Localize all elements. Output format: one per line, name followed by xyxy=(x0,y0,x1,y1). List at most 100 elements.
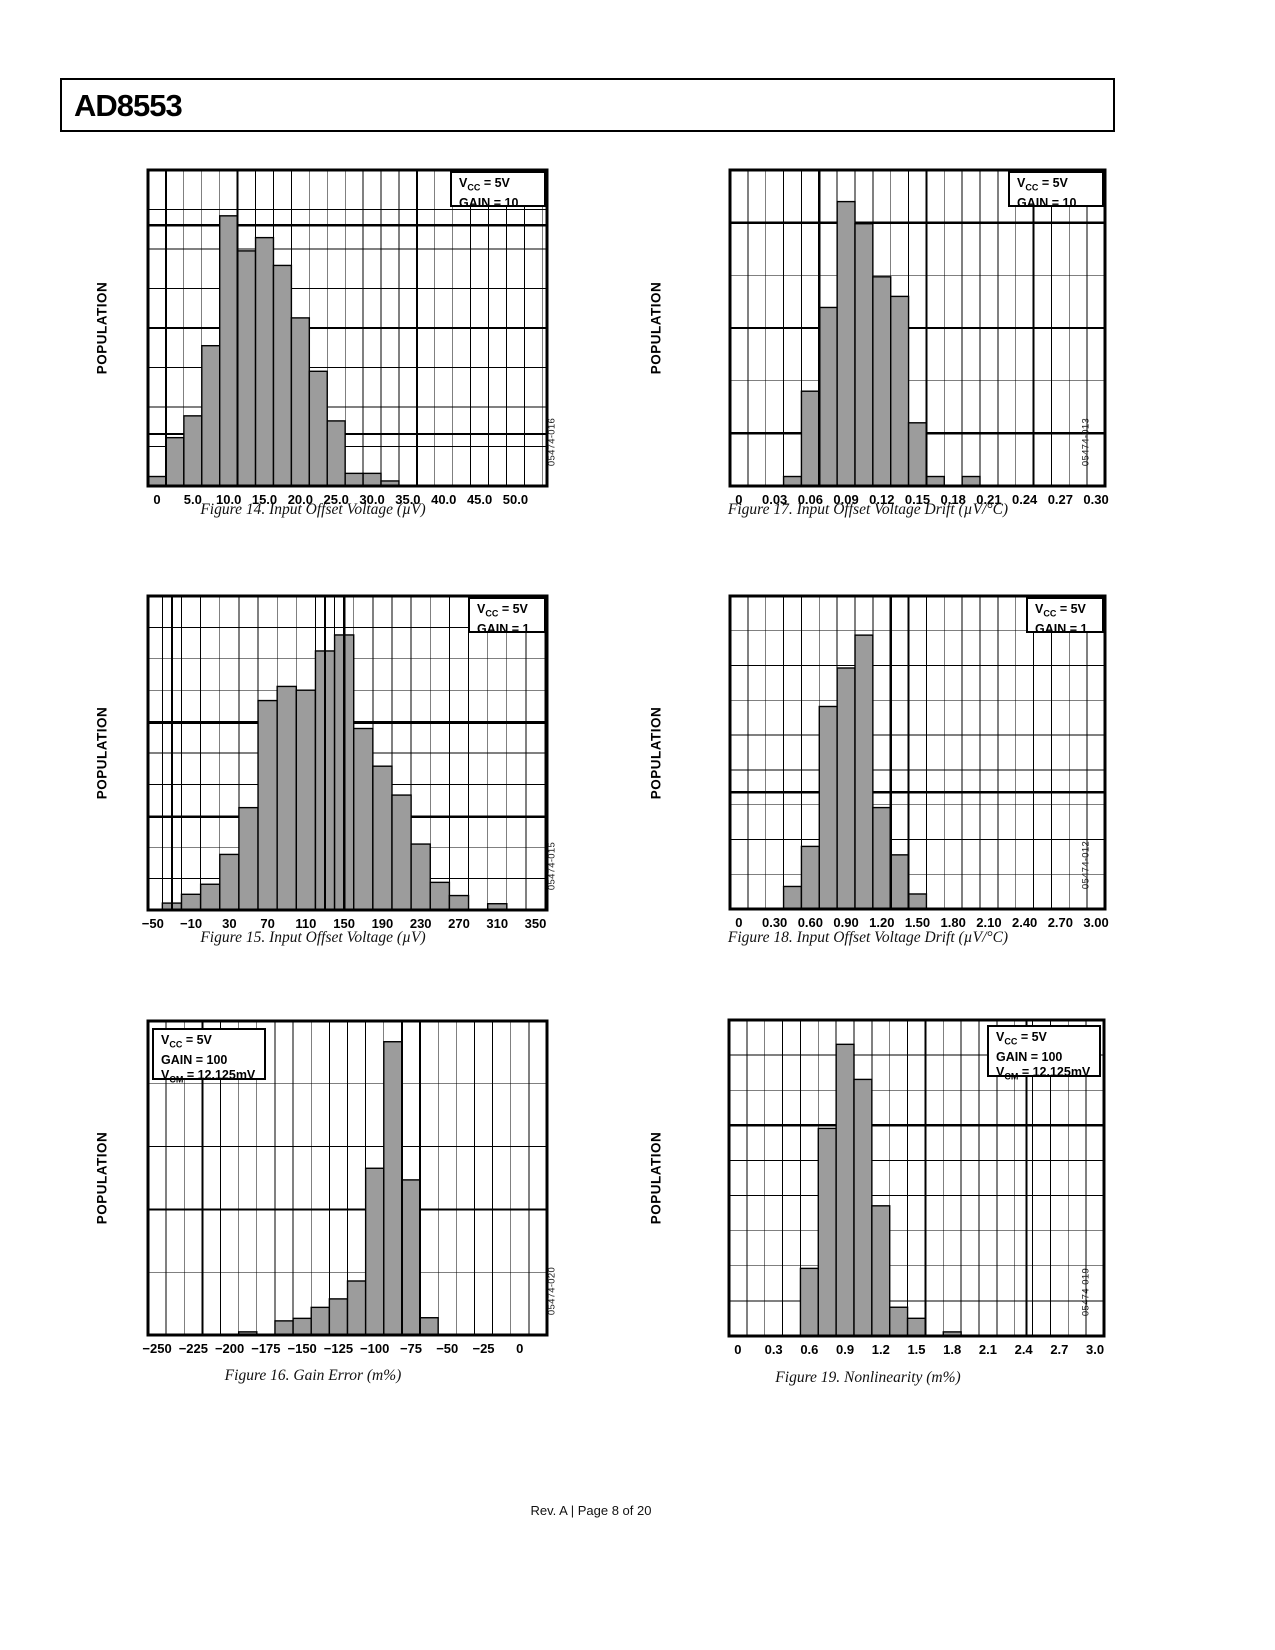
figure-14-xtick: 35.0 xyxy=(395,492,420,507)
condition-line: GAIN = 1 xyxy=(1035,621,1088,636)
figure-19-xtick: 1.8 xyxy=(943,1342,961,1357)
figure-14-plot: 0 5.0 10.0 15.0 20.0 25.0 30.0 35.0 40.0 45.0 50.0 xyxy=(146,168,549,507)
figure-18-xtick: 2.40 xyxy=(1012,915,1037,930)
figure-14-xtick: 30.0 xyxy=(359,492,384,507)
figure-18-xtick: 0.90 xyxy=(833,915,858,930)
figure-18-xtick: 0 xyxy=(735,915,742,930)
figure-18-conditions: VCC = 5V GAIN = 1 xyxy=(1026,597,1104,636)
figure-18-ylabel: POPULATION xyxy=(648,706,664,799)
figure-17-ylabel: POPULATION xyxy=(648,281,664,375)
condition-line: GAIN = 1 xyxy=(477,621,530,636)
figure-15-conditions: VCC = 5V GAIN = 1 xyxy=(468,597,546,636)
condition-line: VCC = 5V xyxy=(459,176,510,193)
figure-19-conditions: VCC = 5V GAIN = 100 VCM = 12.125mV xyxy=(987,1025,1101,1081)
figure-18-xtick: 0.30 xyxy=(762,915,787,930)
figure-19-xtick: 1.5 xyxy=(907,1342,925,1357)
figure-19-xtick: 2.4 xyxy=(1015,1342,1034,1357)
figure-18-caption: Figure 18. Input Offset Voltage Drift (µ… xyxy=(727,929,1009,946)
figure-16-xtick: −100 xyxy=(360,1341,389,1356)
condition-line: GAIN = 10 xyxy=(459,195,519,210)
page-footer: Rev. A | Page 8 of 20 xyxy=(530,1503,652,1518)
condition-line: GAIN = 100 xyxy=(161,1052,228,1067)
figure-18-code: 05474-012 xyxy=(1080,840,1092,890)
figure-14-xtick: 0 xyxy=(153,492,160,507)
figure-19-xtick: 3.0 xyxy=(1086,1342,1104,1357)
figure-17-xtick: 0.03 xyxy=(762,492,787,507)
figure-17-xtick: 0.30 xyxy=(1083,492,1108,507)
figure-15-code: 05474-015 xyxy=(546,841,558,891)
figure-15-xtick: −50 xyxy=(142,916,164,931)
figure-17-conditions: VCC = 5V GAIN = 10 xyxy=(1008,171,1104,210)
figure-19-ylabel: POPULATION xyxy=(648,1131,664,1225)
figure-15-xtick: 190 xyxy=(372,916,394,931)
figure-18-xtick: 3.00 xyxy=(1083,915,1108,930)
figure-16-plot: −250 −225 −200 −175 −150 −125 −100 −75 −50 −25 0 xyxy=(142,1019,549,1356)
header-box: AD8553 xyxy=(60,78,1115,132)
condition-line: VCC = 5V xyxy=(477,602,528,619)
figure-19-xtick: 0.3 xyxy=(765,1342,783,1357)
part-number: AD8553 xyxy=(74,88,183,123)
condition-line: VCM = 12.125mV xyxy=(996,1064,1091,1082)
figure-19-xtick: 0 xyxy=(734,1342,741,1357)
figure-16-xtick: −225 xyxy=(179,1341,208,1356)
figure-19-plot: 0 0.3 0.6 0.9 1.2 1.5 1.8 2.1 2.4 2.7 3.0 xyxy=(727,1018,1106,1357)
condition-line: VCC = 5V xyxy=(1035,602,1086,619)
figure-15-xtick: 230 xyxy=(410,916,432,931)
figure-15-xtick: 310 xyxy=(486,916,508,931)
figure-17-xtick: 0.06 xyxy=(798,492,823,507)
figure-15-xtick: 30 xyxy=(222,916,236,931)
figure-15-xtick: 270 xyxy=(448,916,470,931)
figure-16-xtick: −25 xyxy=(472,1341,494,1356)
figure-14-ylabel: POPULATION xyxy=(94,281,110,375)
figure-16-code: 05474-020 xyxy=(546,1266,558,1316)
figure-16-xtick: −125 xyxy=(324,1341,353,1356)
figure-17-xtick: 0.18 xyxy=(941,492,966,507)
figure-17-xtick: 0.27 xyxy=(1048,492,1073,507)
figure-16-caption: Figure 16. Gain Error (m%) xyxy=(224,1367,402,1384)
figure-19-code: 05474-019 xyxy=(1080,1267,1092,1317)
figure-17-xtick: 0.24 xyxy=(1012,492,1038,507)
figure-19-xtick: 0.6 xyxy=(800,1342,818,1357)
figure-18-xtick: 2.70 xyxy=(1048,915,1073,930)
figure-17-code: 05474-013 xyxy=(1080,417,1092,467)
figure-15-xtick: 70 xyxy=(260,916,274,931)
condition-line: VCC = 5V xyxy=(161,1033,212,1050)
figure-16-conditions: VCC = 5V GAIN = 100 VCM = 12.125mV xyxy=(152,1028,266,1084)
figure-16-xtick: −75 xyxy=(400,1341,422,1356)
figure-14-conditions: VCC = 5V GAIN = 10 xyxy=(450,171,546,210)
figure-16-xtick: −250 xyxy=(142,1341,171,1356)
figure-14-xtick: 10.0 xyxy=(216,492,241,507)
figure-18-xtick: 1.80 xyxy=(941,915,966,930)
figure-17-caption: Figure 17. Input Offset Voltage Drift (µ… xyxy=(727,501,1009,518)
figure-17-xtick: 0 xyxy=(735,492,742,507)
figure-19-xtick: 0.9 xyxy=(836,1342,854,1357)
figure-18-xtick: 2.10 xyxy=(976,915,1001,930)
figure-16-xtick: −175 xyxy=(251,1341,280,1356)
figure-15-ylabel: POPULATION xyxy=(94,706,110,800)
figure-17-xtick: 0.12 xyxy=(869,492,894,507)
condition-line: VCC = 5V xyxy=(1017,176,1068,193)
figure-14-xtick: 15.0 xyxy=(252,492,277,507)
figure-19-xtick: 1.2 xyxy=(872,1342,890,1357)
condition-line: VCC = 5V xyxy=(996,1030,1047,1047)
figure-18-xtick: 0.60 xyxy=(798,915,823,930)
figure-14-xtick: 20.0 xyxy=(288,492,313,507)
figure-15-xtick: 350 xyxy=(525,916,547,931)
figure-16-xtick: −200 xyxy=(215,1341,244,1356)
figure-18-xtick: 1.50 xyxy=(905,915,930,930)
figure-15-xtick: −10 xyxy=(180,916,202,931)
figure-15-plot: −50 −10 30 70 110 150 190 230 270 310 350 xyxy=(142,594,549,931)
figure-16-xtick: −50 xyxy=(436,1341,458,1356)
figure-17-xtick: 0.21 xyxy=(976,492,1001,507)
condition-line: GAIN = 10 xyxy=(1017,195,1077,210)
figure-19-xtick: 2.7 xyxy=(1050,1342,1068,1357)
figure-19-xtick: 2.1 xyxy=(979,1342,997,1357)
figure-16-ylabel: POPULATION xyxy=(94,1131,110,1225)
figure-14-caption: Figure 14. Input Offset Voltage (µV) xyxy=(200,501,426,518)
condition-line: VCM = 12.125mV xyxy=(161,1067,256,1085)
figure-14-xtick: 25.0 xyxy=(324,492,349,507)
figure-16-xtick: 0 xyxy=(516,1341,523,1356)
figure-14-xtick: 40.0 xyxy=(431,492,456,507)
figure-16-xtick: −150 xyxy=(288,1341,317,1356)
